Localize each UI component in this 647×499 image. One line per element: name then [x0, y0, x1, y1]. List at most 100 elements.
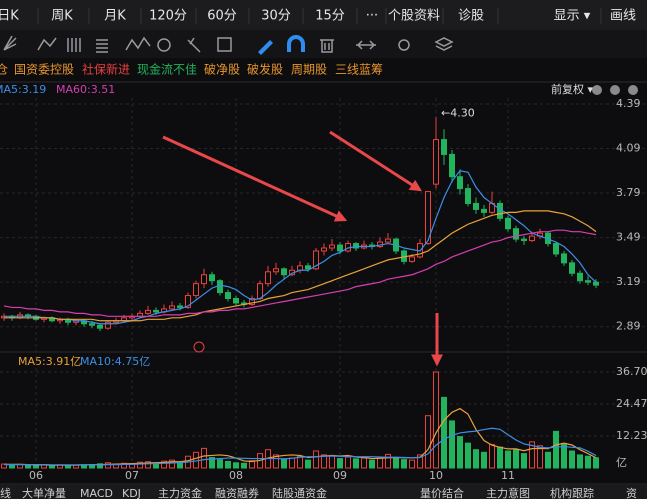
volume-bar	[481, 451, 487, 469]
tab[interactable]: 诊股	[458, 9, 484, 24]
indicator-tab[interactable]: MACD	[80, 487, 113, 499]
tab[interactable]: 月K	[104, 9, 126, 24]
y-tick-label: 2.89	[616, 320, 641, 333]
candle-body	[585, 280, 591, 283]
volume-bar	[209, 457, 215, 469]
volume-bar	[457, 436, 463, 469]
volume-bar	[497, 446, 503, 469]
tag[interactable]: 破净股	[204, 62, 240, 77]
volume-bar	[449, 420, 455, 469]
volume-bar	[305, 459, 311, 469]
indicator-tab[interactable]: 线	[0, 486, 11, 499]
volume-bar	[377, 457, 383, 469]
candle-body	[233, 298, 239, 304]
volume-bar	[169, 459, 175, 469]
y-tick-label: 24.47	[616, 397, 647, 410]
y-tick-label: 36.70	[616, 365, 647, 378]
volume-bar	[33, 464, 39, 469]
candle-body	[281, 268, 287, 276]
volume-bar	[553, 430, 559, 469]
indicator-tab[interactable]: 机构跟踪	[550, 486, 594, 499]
tab[interactable]: 日K	[0, 9, 19, 24]
candle-body	[441, 139, 447, 155]
tab[interactable]: 个股资料	[388, 9, 440, 24]
tab[interactable]: ···	[366, 9, 378, 24]
tag[interactable]: 破发股	[247, 62, 283, 77]
candle-body	[185, 295, 191, 308]
display-menu[interactable]: 显示 ▾	[554, 9, 591, 24]
y-tick-label: 4.39	[616, 97, 641, 110]
volume-bar	[529, 441, 535, 469]
tabs: 日K 周K 月K 120分 60分 30分 15分 ··· 个股资料 诊股 显示…	[0, 9, 636, 24]
candle-body	[561, 253, 567, 264]
indicator-tab[interactable]: 融资融券	[215, 486, 259, 499]
event-marker[interactable]	[193, 341, 205, 353]
candle-body	[177, 305, 183, 308]
candle-body	[105, 321, 111, 329]
indicator-tab[interactable]: 主力资金	[158, 486, 202, 499]
pen-icon[interactable]	[258, 40, 273, 55]
candle-body	[465, 188, 471, 204]
indicator-tab[interactable]: 资	[626, 487, 637, 499]
volume-bar	[241, 462, 247, 469]
tab[interactable]: 60分	[207, 9, 237, 24]
volume-bar	[233, 462, 239, 469]
drawing-tools[interactable]	[3, 35, 454, 55]
candle-body	[593, 281, 599, 286]
tag[interactable]: 仓	[0, 63, 8, 77]
candle-body	[513, 228, 519, 240]
candle-body	[481, 208, 487, 213]
tab[interactable]: 120分	[149, 9, 187, 24]
indicator-tab[interactable]: 主力意图	[486, 486, 530, 499]
legend-vol-ma5: MA5:3.91亿	[18, 355, 81, 368]
candle-body	[265, 271, 271, 285]
y-tick-label: 3.19	[616, 275, 641, 288]
tag[interactable]: 周期股	[291, 63, 327, 77]
tab[interactable]: 15分	[315, 9, 345, 24]
tab[interactable]: 30分	[261, 9, 291, 24]
volume-bar	[577, 454, 583, 469]
ma-line	[3, 229, 597, 317]
indicator-tab[interactable]: 陆股通资金	[272, 486, 327, 499]
tab[interactable]: 周K	[51, 9, 73, 24]
volume-bar	[489, 443, 495, 469]
candle-body	[449, 153, 455, 178]
tab-separators	[37, 8, 602, 24]
y-tick-label: 12.23	[616, 429, 647, 442]
volume-bar	[401, 459, 407, 469]
indicator-tab[interactable]: 大单净量	[22, 486, 66, 499]
volume-bar	[545, 451, 551, 469]
candle-body	[169, 305, 175, 310]
tag[interactable]: 现金流不佳	[137, 62, 197, 77]
candle-body	[577, 272, 583, 282]
volume-bar	[417, 454, 423, 469]
top-toolbar	[0, 0, 647, 30]
draw-button[interactable]: 画线	[610, 9, 636, 24]
y-tick-label: 3.49	[616, 231, 641, 244]
candle-body	[225, 292, 231, 300]
volume-bar	[329, 454, 335, 469]
volume-bar	[409, 459, 415, 469]
tag[interactable]: 国资委控股	[14, 63, 74, 77]
ma-line	[4, 170, 597, 325]
volume-bar	[201, 447, 207, 469]
volume-bar	[249, 460, 255, 469]
bottom-bar	[0, 485, 647, 499]
plot: 4.39 4.09 3.79 3.49 3.19 2.89 36.70 24.47 12.23 0…	[0, 97, 647, 482]
candle-body	[249, 298, 255, 305]
magnet-icon[interactable]	[287, 35, 305, 52]
volume-bar	[361, 457, 367, 469]
zoom-buttons[interactable]	[592, 85, 638, 95]
indicator-tab[interactable]: 量价结合	[420, 486, 464, 499]
candle-body	[217, 280, 223, 294]
y-tick-label: 4.09	[616, 141, 641, 154]
indicator-tab[interactable]: KDJ	[122, 487, 141, 499]
adjust-menu[interactable]: 前复权 ▾	[551, 82, 593, 96]
bottom-tabs: 线 大单净量 MACD KDJ 主力资金 融资融券 陆股通资金 量价结合 主力意…	[0, 486, 637, 499]
candle-body	[89, 323, 95, 326]
candle-body	[321, 247, 327, 252]
candle-body	[273, 268, 279, 273]
volume-bar	[65, 464, 71, 469]
tag[interactable]: 社保新进	[82, 62, 130, 77]
tag[interactable]: 三线蓝筹	[335, 63, 383, 77]
